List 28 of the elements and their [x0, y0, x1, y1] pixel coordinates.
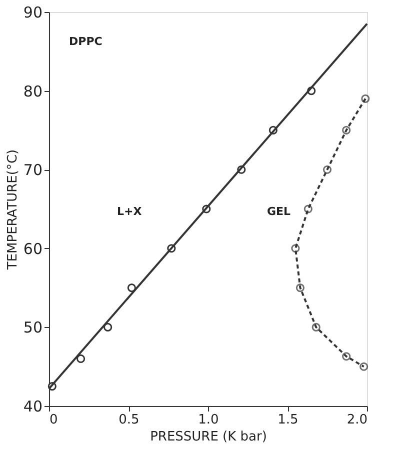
- point: [360, 362, 368, 371]
- annotation: GEL: [267, 205, 291, 218]
- annotation: DPPC: [69, 35, 102, 48]
- point: [342, 352, 351, 361]
- x-tick-label: 0.5: [118, 412, 140, 428]
- y-tick-label: 50: [23, 318, 42, 337]
- point: [76, 354, 86, 363]
- y-tick-label: 60: [23, 240, 42, 258]
- point: [127, 284, 136, 292]
- point: [304, 204, 312, 214]
- x-axis-title: PRESSURE (K bar): [150, 430, 267, 444]
- point: [312, 322, 320, 332]
- point: [322, 165, 332, 174]
- y-tick-label: 80: [23, 82, 42, 100]
- x-tick-label: 0: [50, 412, 58, 428]
- annotation: L+X: [117, 205, 142, 218]
- x-tick-label: 1.5: [278, 412, 298, 428]
- point: [361, 94, 370, 103]
- point: [104, 322, 112, 332]
- y-tick-label: 70: [23, 161, 42, 180]
- x-tick-label: 2.0: [346, 412, 368, 428]
- point: [291, 244, 300, 253]
- y-tick-label: 40: [23, 398, 42, 416]
- x-tick-label: 1.0: [198, 412, 219, 428]
- y-axis-title: TEMPERATURE(°C): [5, 149, 20, 271]
- y-tick-label: 90: [23, 4, 42, 22]
- point: [296, 284, 305, 292]
- point: [342, 126, 351, 134]
